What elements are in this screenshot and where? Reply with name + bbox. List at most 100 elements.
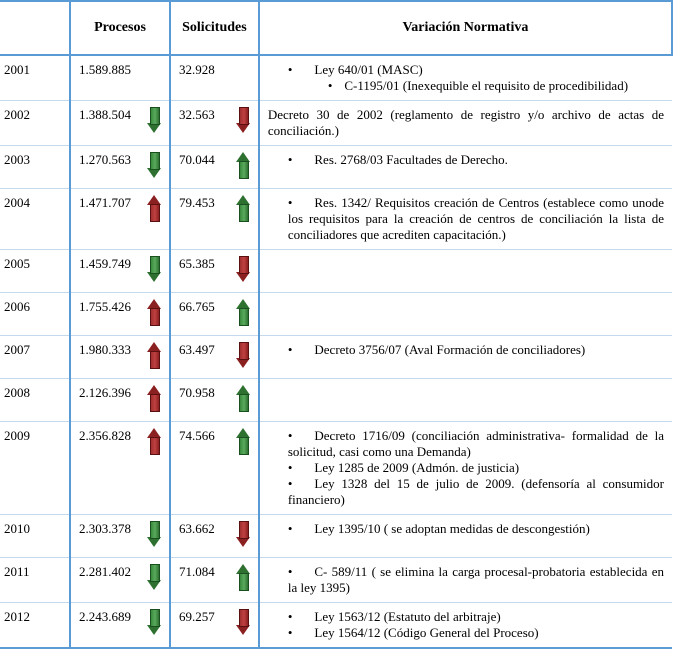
- table-row: 20041.471.707 79.453 Res. 1342/ Requisitos…: [0, 189, 672, 250]
- table-row: 20071.980.333 63.497 Decreto 3756/07 (Aval…: [0, 336, 672, 379]
- year-cell: 2007: [0, 336, 70, 379]
- solicitudes-cell: 63.662: [170, 515, 228, 558]
- solicitudes-arrow-cell: [228, 336, 259, 379]
- year-cell: 2005: [0, 250, 70, 293]
- procesos-arrow-cell: [139, 146, 170, 189]
- arrow-down-green-icon: [147, 107, 161, 133]
- year-cell: 2001: [0, 55, 70, 101]
- norma-cell: Decreto 1716/09 (conciliación administra…: [259, 422, 672, 515]
- norma-text: Res. 2768/03 Facultades de Derecho.: [268, 152, 664, 168]
- norma-text: C-1195/01 (Inexequible el requisito de p…: [268, 78, 664, 94]
- solicitudes-arrow-cell: [228, 55, 259, 101]
- procesos-cell: 1.471.707: [70, 189, 139, 250]
- procesos-arrow-cell: [139, 515, 170, 558]
- norma-text: Res. 1342/ Requisitos creación de Centro…: [268, 195, 664, 243]
- procesos-arrow-cell: [139, 379, 170, 422]
- norma-cell: [259, 379, 672, 422]
- year-cell: 2004: [0, 189, 70, 250]
- year-cell: 2008: [0, 379, 70, 422]
- procesos-cell: 1.980.333: [70, 336, 139, 379]
- norma-cell: C- 589/11 ( se elimina la carga procesal…: [259, 558, 672, 603]
- procesos-arrow-cell: [139, 293, 170, 336]
- header-solicitudes: Solicitudes: [170, 1, 259, 55]
- norma-cell: Res. 1342/ Requisitos creación de Centro…: [259, 189, 672, 250]
- solicitudes-arrow-cell: [228, 422, 259, 515]
- solicitudes-cell: 70.958: [170, 379, 228, 422]
- table-row: 20092.356.82874.566Decreto 1716/09 (conc…: [0, 422, 672, 515]
- solicitudes-cell: 32.563: [170, 101, 228, 146]
- table-row: 20122.243.689 69.257 Ley 1563/12 (Estatuto…: [0, 603, 672, 649]
- table-row: 20051.459.74965.385: [0, 250, 672, 293]
- norma-text: Ley 1328 del 15 de julio de 2009. (defen…: [268, 476, 664, 508]
- solicitudes-arrow-cell: [228, 146, 259, 189]
- year-cell: 2002: [0, 101, 70, 146]
- norma-cell: Ley 640/01 (MASC)C-1195/01 (Inexequible …: [259, 55, 672, 101]
- procesos-arrow-cell: [139, 55, 170, 101]
- procesos-cell: 1.388.504: [70, 101, 139, 146]
- solicitudes-cell: 79.453: [170, 189, 228, 250]
- arrow-up-green-icon: [236, 428, 250, 454]
- norma-text: Decreto 30 de 2002 (reglamento de regist…: [268, 107, 664, 139]
- norma-text: Decreto 1716/09 (conciliación administra…: [268, 428, 664, 460]
- solicitudes-arrow-cell: [228, 101, 259, 146]
- solicitudes-arrow-cell: [228, 603, 259, 649]
- arrow-up-green-icon: [236, 385, 250, 411]
- arrow-up-green-icon: [236, 195, 250, 221]
- arrow-down-green-icon: [147, 521, 161, 547]
- norma-cell: Ley 1563/12 (Estatuto del arbitraje)Ley …: [259, 603, 672, 649]
- procesos-arrow-cell: [139, 101, 170, 146]
- solicitudes-arrow-cell: [228, 189, 259, 250]
- year-cell: 2012: [0, 603, 70, 649]
- arrow-down-green-icon: [147, 564, 161, 590]
- norma-text: Ley 1395/10 ( se adoptan medidas de desc…: [268, 521, 664, 537]
- arrow-up-red-icon: [147, 428, 161, 454]
- table-row: 20082.126.39670.958: [0, 379, 672, 422]
- norma-text: C- 589/11 ( se elimina la carga procesal…: [268, 564, 664, 596]
- procesos-cell: 2.243.689: [70, 603, 139, 649]
- procesos-cell: 2.281.402: [70, 558, 139, 603]
- header-procesos: Procesos: [70, 1, 170, 55]
- year-cell: 2011: [0, 558, 70, 603]
- arrow-up-red-icon: [147, 342, 161, 368]
- norma-cell: Res. 2768/03 Facultades de Derecho.: [259, 146, 672, 189]
- solicitudes-arrow-cell: [228, 515, 259, 558]
- procesos-cell: 2.303.378: [70, 515, 139, 558]
- arrow-down-green-icon: [147, 152, 161, 178]
- procesos-cell: 2.356.828: [70, 422, 139, 515]
- procesos-arrow-cell: [139, 336, 170, 379]
- arrow-down-green-icon: [147, 256, 161, 282]
- solicitudes-arrow-cell: [228, 250, 259, 293]
- norma-cell: [259, 293, 672, 336]
- norma-text: Ley 1285 de 2009 (Admón. de justicia): [268, 460, 664, 476]
- solicitudes-cell: 32.928: [170, 55, 228, 101]
- solicitudes-arrow-cell: [228, 293, 259, 336]
- solicitudes-cell: 66.765: [170, 293, 228, 336]
- header-empty: [0, 1, 70, 55]
- arrow-up-green-icon: [236, 299, 250, 325]
- solicitudes-cell: 71.084: [170, 558, 228, 603]
- procesos-arrow-cell: [139, 558, 170, 603]
- procesos-cell: 1.589.885: [70, 55, 139, 101]
- header-variacion: Variación Normativa: [259, 1, 672, 55]
- arrow-down-green-icon: [147, 609, 161, 635]
- table-row: 20102.303.37863.662Ley 1395/10 ( se adop…: [0, 515, 672, 558]
- solicitudes-arrow-cell: [228, 379, 259, 422]
- year-cell: 2003: [0, 146, 70, 189]
- solicitudes-cell: 63.497: [170, 336, 228, 379]
- procesos-arrow-cell: [139, 189, 170, 250]
- table-row: 20112.281.402 71.084 C- 589/11 ( se elimin…: [0, 558, 672, 603]
- norma-text: Decreto 3756/07 (Aval Formación de conci…: [268, 342, 664, 358]
- table-row: 20011.589.885 32.928 Ley 640/01 (MASC)C-11…: [0, 55, 672, 101]
- arrow-down-red-icon: [236, 521, 250, 547]
- arrow-up-green-icon: [236, 564, 250, 590]
- table-row: 20061.755.42666.765: [0, 293, 672, 336]
- arrow-up-red-icon: [147, 385, 161, 411]
- arrow-up-green-icon: [236, 152, 250, 178]
- norma-cell: Decreto 30 de 2002 (reglamento de regist…: [259, 101, 672, 146]
- procesos-arrow-cell: [139, 422, 170, 515]
- solicitudes-cell: 74.566: [170, 422, 228, 515]
- norma-text: Ley 1563/12 (Estatuto del arbitraje): [268, 609, 664, 625]
- solicitudes-arrow-cell: [228, 558, 259, 603]
- solicitudes-cell: 69.257: [170, 603, 228, 649]
- normativa-table: Procesos Solicitudes Variación Normativa…: [0, 0, 673, 649]
